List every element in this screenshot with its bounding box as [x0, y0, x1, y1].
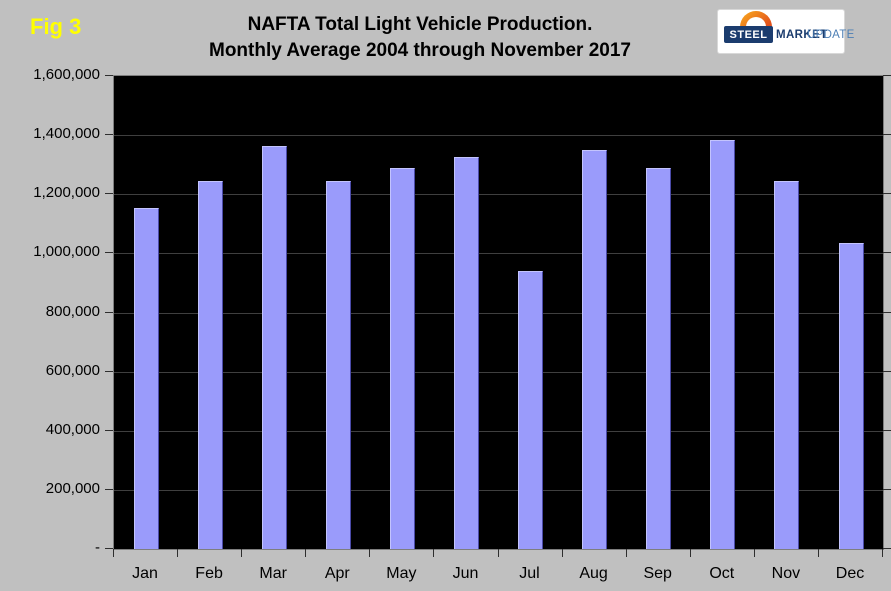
y-axis-label: 1,600,000	[33, 66, 100, 83]
y-axis-tick	[105, 548, 113, 549]
bar-apr	[325, 180, 351, 549]
gridline	[114, 253, 883, 254]
x-axis-label: Sep	[643, 565, 672, 582]
y-axis-tick	[105, 489, 113, 490]
x-axis-label: Aug	[579, 565, 608, 582]
y-axis-tick	[105, 75, 113, 76]
y-axis-tick-right	[883, 252, 891, 253]
x-axis-tick	[113, 549, 114, 557]
y-axis-tick	[105, 371, 113, 372]
bar-may	[389, 167, 415, 549]
y-axis-tick-right	[883, 371, 891, 372]
logo-steel-badge: STEEL	[724, 26, 773, 43]
chart-title: NAFTA Total Light Vehicle Production. Mo…	[120, 12, 720, 64]
chart-title-line2: Monthly Average 2004 through November 20…	[209, 40, 631, 61]
figure-number-label: Fig 3	[30, 14, 82, 39]
y-axis-tick-right	[883, 193, 891, 194]
bar-aug	[582, 149, 608, 549]
x-axis-label: Apr	[324, 565, 350, 582]
x-axis-label: Mar	[259, 565, 287, 582]
bar-jun	[454, 157, 479, 549]
x-axis-label: Jul	[519, 565, 540, 582]
x-axis-tick	[753, 549, 755, 557]
steel-market-update-logo: STEEL MARKET UPDATE	[718, 10, 854, 53]
chart-title-line1: NAFTA Total Light Vehicle Production.	[247, 14, 593, 35]
x-axis-tick	[689, 549, 691, 557]
x-axis-tick	[433, 549, 435, 557]
gridline	[114, 372, 883, 373]
y-axis-tick-right	[883, 312, 891, 313]
y-axis-tick	[105, 252, 113, 253]
x-axis-tick	[497, 549, 499, 557]
y-axis-tick-right	[883, 134, 891, 135]
y-axis-label: 1,400,000	[33, 125, 100, 142]
x-axis-tick	[561, 549, 563, 557]
logo-update-text: UPDATE	[807, 29, 855, 41]
gridline	[114, 313, 883, 314]
bar-jul	[518, 271, 543, 549]
bar-nov	[774, 180, 800, 549]
x-axis-label: Oct	[709, 565, 735, 582]
y-axis-label: 600,000	[45, 362, 100, 379]
x-axis-tick	[369, 549, 371, 557]
y-axis-tick	[105, 193, 113, 194]
y-axis-label: 1,200,000	[33, 184, 100, 201]
y-axis-tick	[105, 312, 113, 313]
gridline	[114, 490, 883, 491]
y-axis-label: 200,000	[45, 480, 100, 497]
x-axis-tick	[305, 549, 307, 557]
x-axis-label: Jan	[132, 565, 158, 582]
y-axis-tick	[105, 430, 113, 431]
x-axis-label: Jun	[452, 565, 479, 582]
x-axis-tick	[817, 549, 819, 557]
chart-plot-area	[113, 75, 884, 550]
y-axis-tick-right	[883, 548, 891, 549]
bar-oct	[710, 139, 736, 549]
x-axis-tick	[882, 549, 883, 557]
bar-sep	[646, 167, 672, 549]
gridline	[114, 135, 883, 136]
x-axis-label: Dec	[835, 565, 865, 582]
bar-dec	[838, 243, 864, 549]
gridline	[114, 194, 883, 195]
bar-mar	[261, 145, 287, 549]
y-axis-tick	[105, 134, 113, 135]
bar-jan	[133, 207, 159, 549]
x-axis-tick	[177, 549, 179, 557]
x-axis-tick	[241, 549, 243, 557]
y-axis-label: 1,000,000	[33, 243, 100, 260]
y-axis-tick-right	[883, 75, 891, 76]
x-axis-tick	[625, 549, 627, 557]
y-axis-label: 400,000	[45, 421, 100, 438]
bar-feb	[197, 180, 223, 549]
y-axis-tick-right	[883, 430, 891, 431]
x-axis-label: May	[386, 565, 417, 582]
y-axis-tick-right	[883, 489, 891, 490]
x-axis-label: Feb	[195, 565, 223, 582]
logo-market-text: MARKET	[776, 29, 828, 41]
gridline	[114, 431, 883, 432]
y-axis-label: -	[95, 539, 100, 556]
y-axis-label: 800,000	[45, 303, 100, 320]
x-axis-label: Nov	[771, 565, 801, 582]
